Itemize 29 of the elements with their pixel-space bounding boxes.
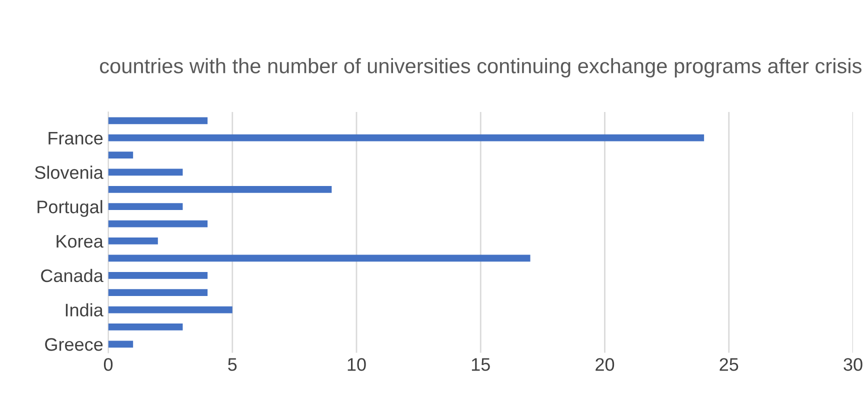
y-tick-label: France [48, 132, 103, 145]
bar [108, 340, 134, 348]
bar [108, 272, 208, 279]
bar [108, 134, 704, 142]
bar [108, 203, 183, 210]
x-tick-label: 10 [348, 358, 366, 371]
bar [108, 324, 183, 330]
y-tick-label: Portugal [38, 200, 102, 217]
bar [108, 220, 208, 228]
x-tick-label: 15 [472, 358, 490, 371]
chart-title: countries with the number of universities continuing exchange programs after crisis [100, 58, 862, 78]
y-tick-label: India [66, 303, 104, 316]
y-tick-label: Canada [41, 268, 104, 282]
bar [108, 186, 332, 193]
bar [108, 254, 530, 262]
x-tick-label: 20 [596, 358, 614, 371]
bar [108, 289, 208, 296]
x-tick-label: 5 [228, 358, 237, 371]
x-tick-label: 0 [104, 358, 113, 371]
bar [108, 238, 158, 244]
y-tick-label: Slovenia [34, 166, 104, 179]
bar [108, 168, 183, 176]
y-tick-label: Korea [56, 235, 104, 248]
bar [108, 117, 208, 124]
bar [108, 152, 134, 158]
x-tick-label: 30 [844, 358, 862, 371]
x-tick-label: 25 [720, 358, 738, 371]
y-tick-label: Greece [45, 338, 103, 351]
bar [108, 306, 232, 314]
